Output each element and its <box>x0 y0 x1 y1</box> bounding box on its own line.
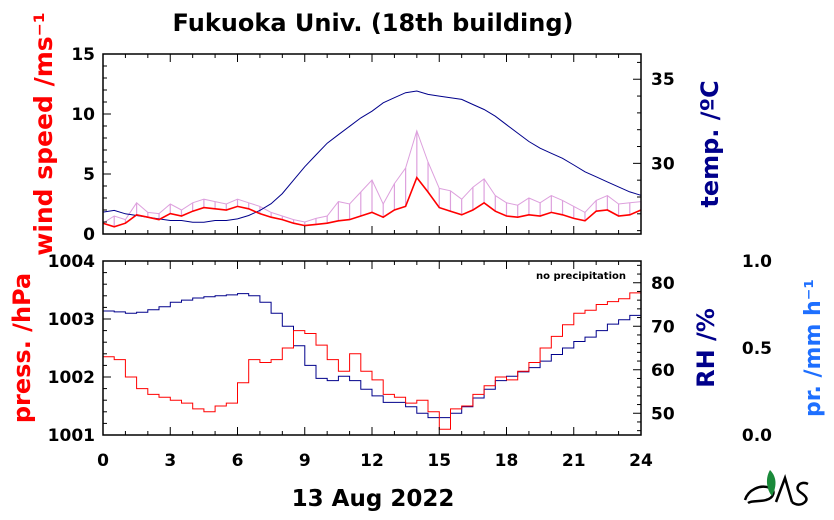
y-tick-label: 0 <box>83 225 95 245</box>
institution-logo <box>743 470 809 506</box>
bottom-axis-ticks: 1001 1002 1003 1004 50 60 70 80 <box>48 252 675 446</box>
precip-tick-label: 1.0 <box>742 252 772 272</box>
y-tick-label: 30 <box>651 154 675 174</box>
y-tick-label: 5 <box>83 165 95 185</box>
x-tick-label: 6 <box>232 451 244 471</box>
wind-raw-line <box>102 129 642 224</box>
top-axis-ticks: 0 5 10 15 30 35 <box>71 45 675 245</box>
y-tick-label: 35 <box>651 70 675 90</box>
temperature-line <box>102 90 642 223</box>
humidity-line <box>103 293 642 419</box>
x-tick-label: 21 <box>562 451 586 471</box>
temperature-series <box>102 90 642 223</box>
humidity-series <box>103 293 642 419</box>
precipitation-note: no precipitation <box>536 271 626 282</box>
y-tick-label: 70 <box>651 317 675 337</box>
x-tick-label: 3 <box>164 451 176 471</box>
temp-axis-label: temp. /ºC <box>696 80 724 207</box>
pressure-line <box>103 287 642 430</box>
y-tick-label: 50 <box>651 404 675 424</box>
chart-title: Fukuoka Univ. (18th building) <box>173 9 574 37</box>
x-axis-tick-labels: 0 3 6 9 12 15 18 21 24 <box>97 451 653 471</box>
bottom-panel: 1001 1002 1003 1004 50 60 70 80 no precipitatio… <box>8 252 826 446</box>
y-tick-label: 15 <box>71 45 95 65</box>
y-tick-label: 60 <box>651 361 675 381</box>
pressure-axis-label: press. /hPa <box>8 273 36 423</box>
y-tick-label: 1002 <box>48 368 95 388</box>
y-tick-label: 10 <box>71 105 95 125</box>
precip-axis-ticks: 0.0 0.5 1.0 <box>742 252 772 446</box>
wind-speed-series <box>102 175 642 228</box>
x-tick-label: 24 <box>629 451 653 471</box>
x-tick-label: 15 <box>427 451 451 471</box>
top-panel: 0 5 10 15 30 35 wind speed /ms⁻¹ temp. /ºC <box>29 12 724 256</box>
x-tick-label: 9 <box>299 451 311 471</box>
rh-axis-label: RH /% <box>692 308 720 388</box>
precip-axis-label: pr. /mm h⁻¹ <box>801 279 826 417</box>
x-tick-label: 18 <box>495 451 519 471</box>
y-tick-label: 1004 <box>48 252 95 272</box>
x-tick-label: 12 <box>360 451 384 471</box>
y-tick-label: 80 <box>651 274 675 294</box>
y-tick-label: 1001 <box>48 426 95 446</box>
wind-speed-line <box>102 175 642 228</box>
y-tick-label: 1003 <box>48 310 95 330</box>
pressure-series <box>103 287 642 430</box>
x-tick-label: 0 <box>97 451 109 471</box>
precip-tick-label: 0.0 <box>742 426 772 446</box>
wind-axis-label: wind speed /ms⁻¹ <box>29 12 58 256</box>
date-label: 13 Aug 2022 <box>292 486 455 512</box>
precip-tick-label: 0.5 <box>742 339 772 359</box>
bottom-panel-frame <box>102 260 642 436</box>
wind-raw-series <box>102 129 642 227</box>
